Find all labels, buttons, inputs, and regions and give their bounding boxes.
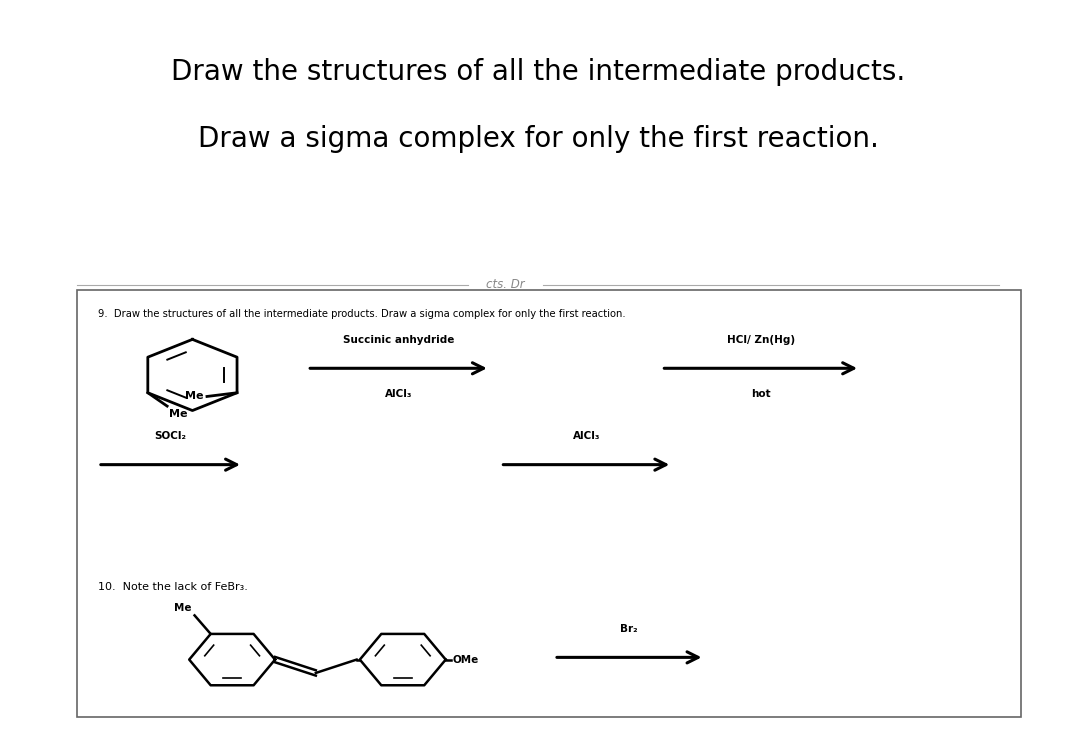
Text: 9.  Draw the structures of all the intermediate products. Draw a sigma complex f: 9. Draw the structures of all the interm…: [98, 310, 625, 319]
Text: Me: Me: [169, 409, 188, 419]
Text: AlCl₃: AlCl₃: [385, 389, 412, 399]
Text: HCl/ Zn(Hg): HCl/ Zn(Hg): [726, 335, 795, 344]
Text: cts. Dr: cts. Dr: [486, 278, 525, 291]
Text: Br₂: Br₂: [621, 623, 638, 634]
Text: hot: hot: [751, 389, 770, 399]
Text: Me: Me: [174, 603, 192, 613]
Text: Draw the structures of all the intermediate products.: Draw the structures of all the intermedi…: [171, 58, 905, 86]
Text: Draw a sigma complex for only the first reaction.: Draw a sigma complex for only the first …: [198, 124, 878, 153]
Text: Me: Me: [185, 391, 203, 402]
Text: OMe: OMe: [452, 655, 479, 664]
Text: 10.  Note the lack of FeBr₃.: 10. Note the lack of FeBr₃.: [98, 582, 247, 592]
Text: SOCl₂: SOCl₂: [155, 431, 186, 441]
Text: Succinic anhydride: Succinic anhydride: [343, 335, 454, 344]
Text: AlCl₃: AlCl₃: [572, 431, 600, 441]
Bar: [76, 290, 1021, 716]
